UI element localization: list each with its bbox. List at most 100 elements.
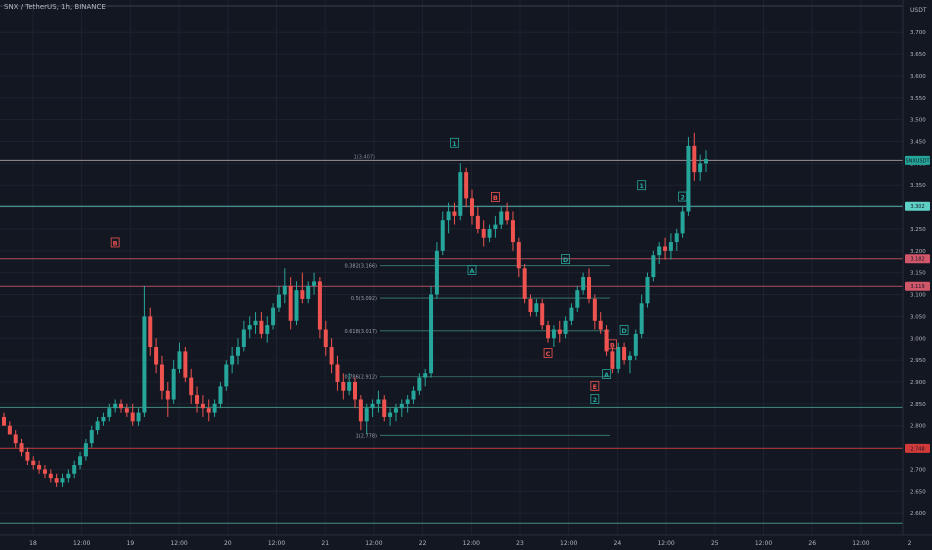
candle-body xyxy=(487,228,492,238)
candle-body xyxy=(107,408,112,417)
axis-unit: USDT xyxy=(910,7,927,14)
x-tick-label: 22 xyxy=(419,540,427,547)
wave-label: B xyxy=(610,341,615,349)
x-tick-label: 25 xyxy=(711,540,719,547)
level-label: 1(3.407) xyxy=(354,154,375,160)
price-tag: 3.119 xyxy=(905,281,930,291)
wave-labels: B 1 B A D C 1 2 D A 2 E B xyxy=(110,137,687,404)
candle-body xyxy=(25,451,30,461)
candle-body xyxy=(475,215,480,229)
x-tick-label: 12:00 xyxy=(852,540,869,547)
x-tick-label: 12:00 xyxy=(463,540,480,547)
candle-body xyxy=(464,172,469,199)
candle-body xyxy=(598,320,603,330)
time-axis: 18 12:00 19 12:00 20 12:00 21 12:00 22 12:00 23 12:… xyxy=(0,534,932,550)
price-tag-label: 3.302 xyxy=(910,204,924,210)
fib-retracement: 0.382(3.166) 0.5(3.092) 0.618(3.017) 0.786(… xyxy=(344,264,610,439)
wave-label-box xyxy=(561,254,570,264)
price-tag-bg xyxy=(905,281,930,291)
wave-label-box xyxy=(678,191,687,202)
candle-body xyxy=(429,294,434,374)
candle-body xyxy=(72,465,77,474)
x-tick-label: 12:00 xyxy=(755,540,772,547)
candle-body xyxy=(271,307,276,326)
candle-body xyxy=(417,377,422,391)
y-tick-label: 2.600 xyxy=(910,511,926,517)
candle-body xyxy=(434,250,439,295)
candle-body xyxy=(95,421,100,431)
candle-body xyxy=(159,364,164,391)
candle-body xyxy=(294,290,299,321)
candle-body xyxy=(575,290,580,308)
candle-body xyxy=(610,351,615,369)
candle-body xyxy=(622,347,627,361)
candle-body xyxy=(259,320,264,334)
candle-body xyxy=(19,443,24,452)
wave-label-box xyxy=(590,380,600,391)
candle-body xyxy=(540,303,545,326)
price-axis-bg xyxy=(903,0,932,550)
candle-body xyxy=(627,355,632,361)
fib-label: 0.786(2.912) xyxy=(344,375,377,381)
x-tick-label: 20 xyxy=(224,540,232,547)
price-tag-label: 3.119 xyxy=(910,284,924,290)
candle-body xyxy=(300,290,305,299)
candle-body xyxy=(329,347,334,365)
x-tick-label: 18 xyxy=(29,540,37,547)
candle-body xyxy=(452,211,457,216)
wave-label: B xyxy=(493,194,498,202)
wave-label-box xyxy=(608,339,617,350)
wave-label: 2 xyxy=(680,194,685,202)
candle-body xyxy=(686,145,691,212)
y-tick-label: 2.650 xyxy=(910,489,926,495)
x-tick-label: 23 xyxy=(516,540,524,547)
candle-body xyxy=(704,159,708,164)
price-axis: USDT3.7003.6503.6003.5503.5003.4503.4003… xyxy=(902,0,932,550)
candle-body xyxy=(616,347,621,369)
price-tag: 3.302 xyxy=(905,201,930,211)
time-axis-bg xyxy=(0,535,932,550)
wave-label-box xyxy=(590,394,600,404)
wave-label: A xyxy=(604,371,609,379)
candle-body xyxy=(142,316,147,413)
candle-body xyxy=(382,399,387,417)
candle-body xyxy=(317,281,322,330)
x-tick-label: 12:00 xyxy=(268,540,285,547)
y-tick-label: 3.550 xyxy=(910,96,926,102)
grid xyxy=(0,0,911,535)
price-tag-label: 2.748 xyxy=(910,446,924,452)
x-tick-label: 12:00 xyxy=(560,540,577,547)
x-tick-label: 19 xyxy=(127,540,135,547)
chart-title: SNX / TetherUS, 1h, BINANCE xyxy=(4,3,106,11)
y-tick-label: 3.100 xyxy=(910,293,926,299)
candle-body xyxy=(399,403,404,409)
y-tick-label: 3.450 xyxy=(910,140,926,146)
wave-label: 2 xyxy=(593,396,598,404)
candle-body xyxy=(323,329,328,348)
price-tag-label: 3.182 xyxy=(910,257,924,263)
candle-body xyxy=(48,473,53,479)
candle-body xyxy=(680,211,685,234)
wave-label-box xyxy=(619,324,629,335)
price-tag: 2.748 xyxy=(905,443,930,453)
wave-label-box xyxy=(602,369,611,379)
candle-body xyxy=(522,268,527,299)
candle-body xyxy=(668,242,673,251)
wave-label: C xyxy=(546,350,551,358)
candle-body xyxy=(31,460,36,466)
candle-body xyxy=(692,145,697,173)
candle-body xyxy=(370,403,375,409)
candle-body xyxy=(458,172,463,216)
y-tick-label: 3.250 xyxy=(910,227,926,233)
candle-body xyxy=(124,408,129,413)
wave-label-box xyxy=(543,348,553,358)
y-tick-label: 3.150 xyxy=(910,271,926,277)
candle-body xyxy=(587,277,591,299)
candle-body xyxy=(528,298,533,313)
candle-body xyxy=(364,408,369,422)
candle-body xyxy=(335,364,340,382)
candle-body xyxy=(171,368,176,400)
candle-body xyxy=(551,329,556,339)
y-tick-label: 2.850 xyxy=(910,402,926,408)
